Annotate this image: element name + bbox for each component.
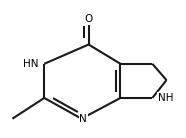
- Text: NH: NH: [158, 93, 173, 103]
- Text: O: O: [84, 14, 93, 24]
- Text: N: N: [79, 114, 87, 124]
- Text: HN: HN: [23, 59, 39, 69]
